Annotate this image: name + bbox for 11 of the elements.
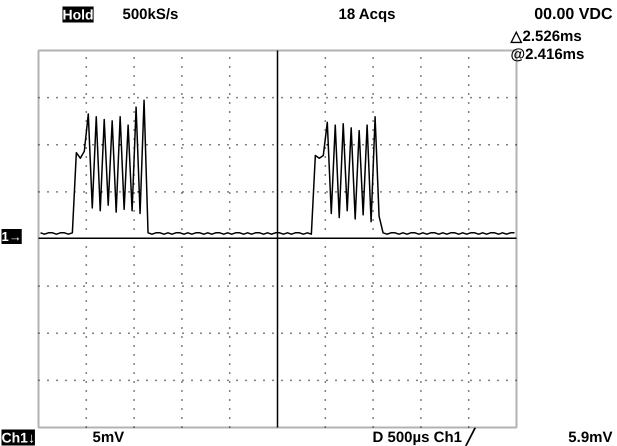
text: 18 Acqs [338, 6, 396, 23]
text: @2.416ms [510, 46, 584, 63]
text: Hold [62, 6, 94, 22]
text: Ch1↓ [2, 430, 35, 446]
text: △2.526ms [510, 28, 582, 45]
text: D 500µs Ch1 ╱ [372, 427, 478, 446]
text: 500kS/s [122, 6, 178, 23]
text: 1→ [2, 229, 22, 244]
text: 5mV [92, 429, 124, 446]
text: 00.00 VDC [534, 6, 613, 23]
text: 5.9mV [568, 429, 613, 446]
